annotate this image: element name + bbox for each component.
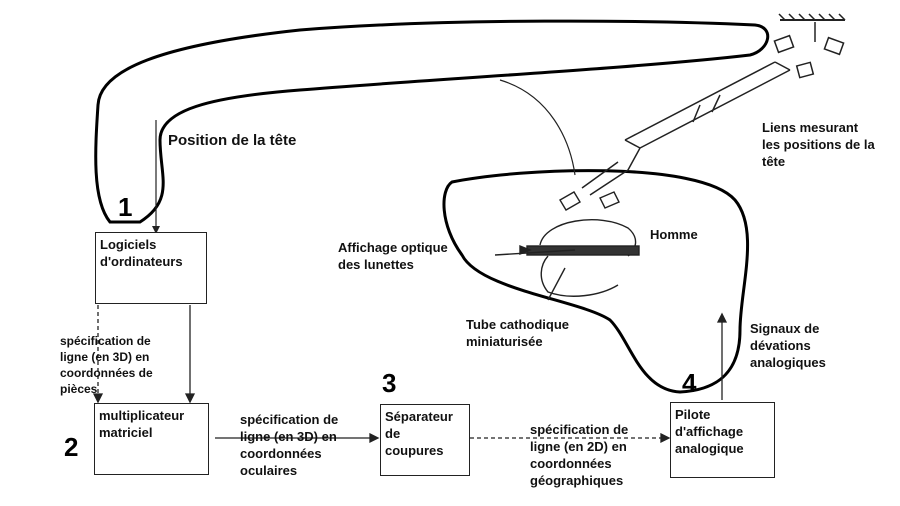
label-spec-3d-pieces: spécification de ligne (en 3D) en coordo… bbox=[60, 334, 153, 396]
box-pilote-label: Pilote d'affichage analogique bbox=[675, 407, 744, 456]
label-homme: Homme bbox=[650, 227, 698, 242]
label-affichage-optique: Affichage optique des lunettes bbox=[338, 240, 448, 272]
label-spec-2d-geo: spécification de ligne (en 2D) en coordo… bbox=[530, 422, 629, 488]
box-logiciels-label: Logiciels d'ordinateurs bbox=[100, 237, 183, 269]
box-pilote: Pilote d'affichage analogique bbox=[670, 402, 775, 478]
step-number-2: 2 bbox=[64, 432, 79, 462]
box-separateur-label: Séparateur de coupures bbox=[385, 409, 453, 458]
step-number-1: 1 bbox=[118, 192, 133, 222]
linkage-arm bbox=[581, 13, 846, 196]
box-multiplicateur-label: multiplicateur matriciel bbox=[99, 408, 185, 440]
box-logiciels: Logiciels d'ordinateurs bbox=[95, 232, 207, 304]
human-outline bbox=[442, 169, 750, 394]
label-signaux: Signaux de dévations analogiques bbox=[750, 321, 826, 370]
box-multiplicateur: multiplicateur matriciel bbox=[94, 403, 209, 475]
head-sketch bbox=[494, 191, 640, 301]
label-liens: Liens mesurant les positions de la tête bbox=[762, 120, 875, 169]
step-number-4: 4 bbox=[682, 368, 697, 398]
label-tube: Tube cathodique miniaturisée bbox=[466, 317, 570, 349]
label-position-tete: Position de la tête bbox=[168, 132, 297, 149]
head-position-loop bbox=[94, 19, 770, 224]
box-separateur: Séparateur de coupures bbox=[380, 404, 470, 476]
step-number-3: 3 bbox=[382, 368, 397, 398]
label-spec-3d-oculaires: spécification de ligne (en 3D) en coordo… bbox=[240, 412, 339, 478]
